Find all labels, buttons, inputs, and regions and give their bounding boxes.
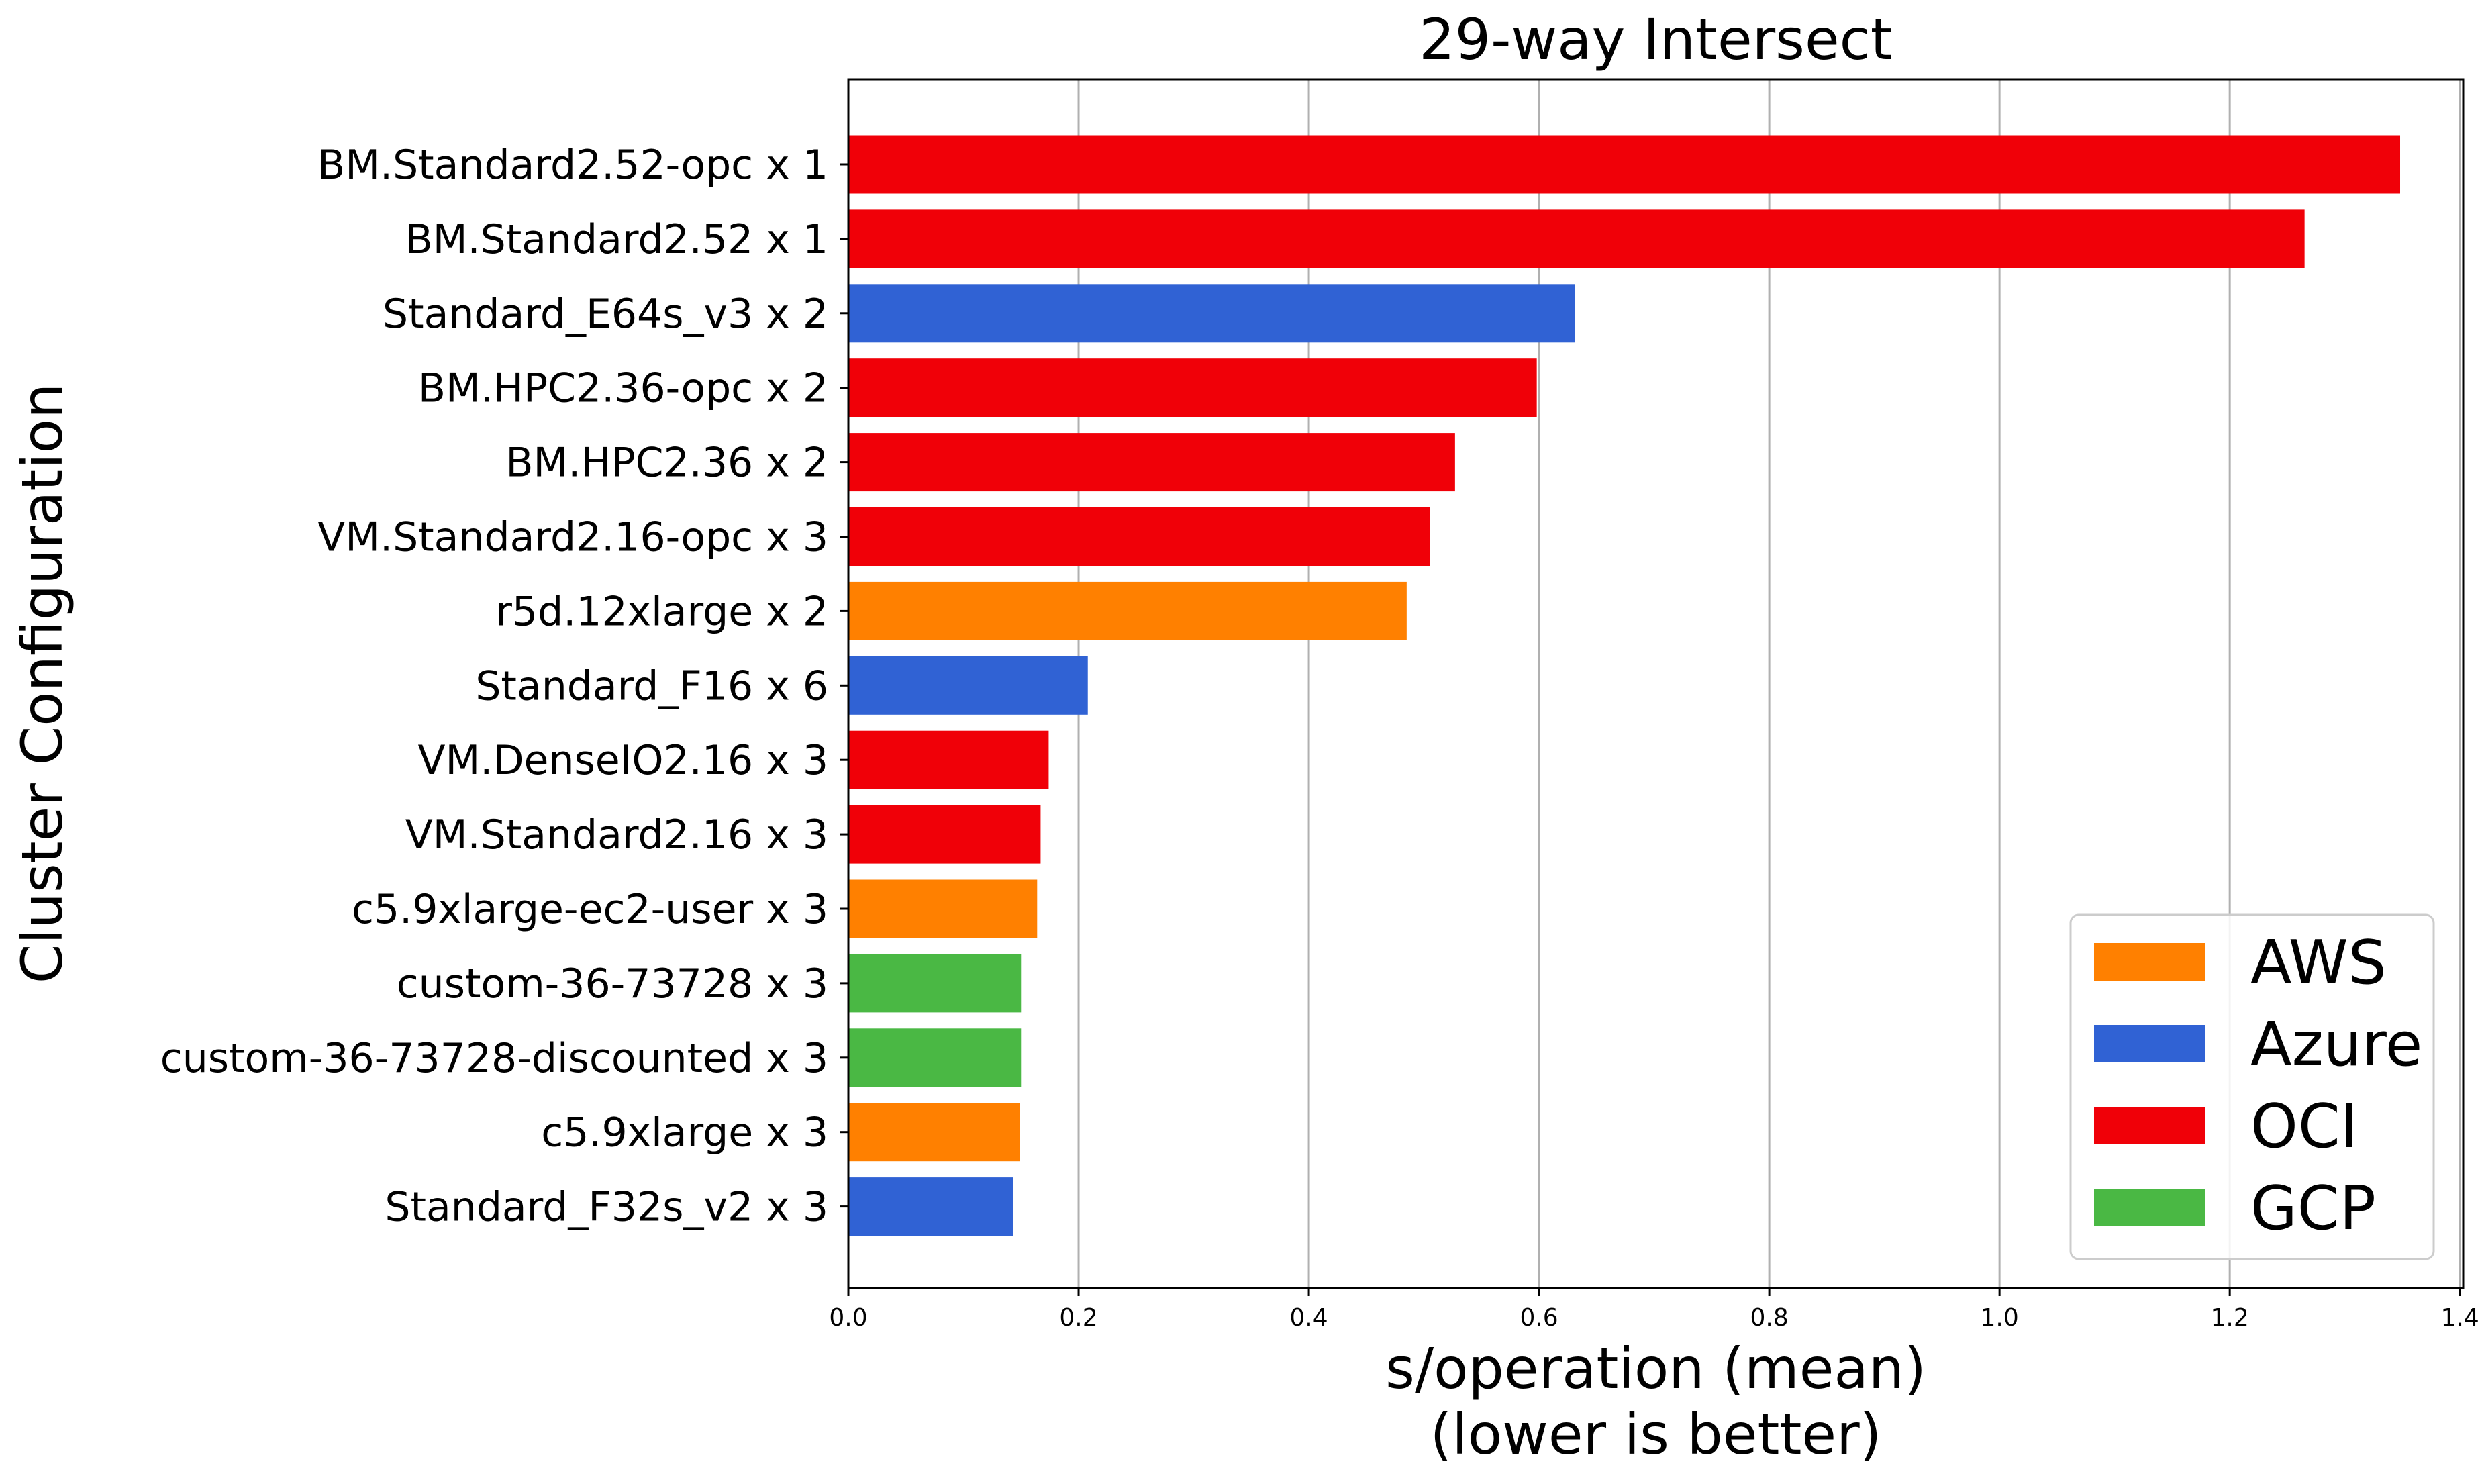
bar (848, 805, 1041, 864)
gridlines (1077, 79, 2461, 1288)
bar (848, 1177, 1013, 1236)
category-label: BM.HPC2.36-opc x 2 (418, 365, 828, 412)
category-label: custom-36-73728 x 3 (397, 960, 828, 1007)
bar (848, 1103, 1020, 1162)
legend-frame (2069, 913, 2435, 1260)
legend-label: AWS (2250, 928, 2387, 998)
x-axis-title-line2: (lower is better) (1430, 1401, 1882, 1467)
x-tick-label: 1.4 (2441, 1304, 2479, 1332)
x-tick-label: 0.0 (829, 1304, 867, 1332)
x-tick-label: 1.2 (2211, 1304, 2249, 1332)
bar (848, 730, 1049, 789)
legend-swatch (2094, 1189, 2205, 1226)
bar (848, 581, 1407, 640)
x-tick-label: 0.4 (1289, 1304, 1328, 1332)
category-label: c5.9xlarge x 3 (541, 1109, 828, 1156)
chart-title: 29-way Intersect (1419, 7, 1893, 72)
legend: AWS Azure OCI GCP (2069, 913, 2435, 1260)
bars (848, 135, 2401, 1236)
bar (848, 954, 1022, 1013)
legend-label: Azure (2250, 1009, 2422, 1080)
x-tick-label: 0.8 (1750, 1304, 1788, 1332)
bar (848, 507, 1430, 566)
category-labels: BM.Standard2.52-opc x 1 BM.Standard2.52 x… (160, 142, 848, 1231)
bar (848, 433, 1455, 492)
category-label: VM.DenseIO2.16 x 3 (417, 737, 828, 784)
category-label: Standard_E64s_v3 x 2 (383, 291, 828, 338)
legend-label: OCI (2250, 1091, 2358, 1162)
category-label: custom-36-73728-discounted x 3 (160, 1035, 828, 1082)
x-tick-label: 1.0 (1981, 1304, 2019, 1332)
legend-swatch (2094, 1107, 2205, 1144)
category-label: BM.HPC2.36 x 2 (505, 440, 828, 487)
x-axis-title-line1: s/operation (mean) (1385, 1336, 1926, 1401)
x-tick-labels: 0.0 0.2 0.4 0.6 0.8 1.0 1.2 1.4 (829, 1288, 2479, 1332)
bar (848, 656, 1088, 715)
x-tick-label: 0.2 (1059, 1304, 1097, 1332)
category-label: BM.Standard2.52-opc x 1 (317, 142, 828, 189)
category-label: c5.9xlarge-ec2-user x 3 (352, 886, 828, 933)
bar (848, 135, 2401, 194)
legend-swatch (2094, 1025, 2205, 1062)
bar (848, 209, 2305, 268)
legend-label: GCP (2250, 1173, 2376, 1244)
bar (848, 358, 1537, 417)
category-label: BM.Standard2.52 x 1 (405, 216, 828, 263)
category-label: VM.Standard2.16-opc x 3 (317, 514, 828, 561)
bar (848, 1028, 1022, 1087)
category-label: Standard_F16 x 6 (475, 662, 828, 709)
category-label: r5d.12xlarge x 2 (495, 588, 828, 635)
bar (848, 284, 1575, 343)
bar (848, 879, 1038, 938)
legend-swatch (2094, 943, 2205, 981)
plot-frame (847, 78, 2465, 1289)
x-tick-label: 0.6 (1520, 1304, 1558, 1332)
category-label: VM.Standard2.16 x 3 (405, 811, 828, 858)
y-axis-title: Cluster Configuration (9, 383, 75, 984)
category-label: Standard_F32s_v2 x 3 (385, 1184, 828, 1231)
